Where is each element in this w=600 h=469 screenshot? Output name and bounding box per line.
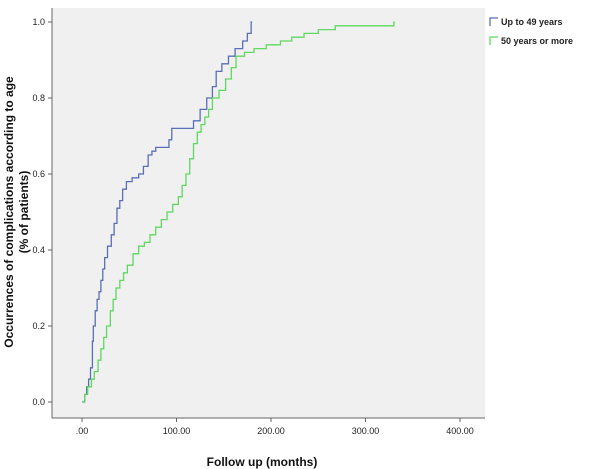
x-tick-label: 300.00 <box>352 426 380 436</box>
x-axis-title: Follow up (months) <box>207 455 318 469</box>
legend-swatch <box>489 17 498 26</box>
y-tick-label: 0.4 <box>32 245 45 255</box>
x-axis: .00 100.00 200.00 300.00 400.00 <box>52 417 485 436</box>
plot-area <box>52 8 485 418</box>
series-line-50-or-more <box>82 21 395 403</box>
x-tick-label: 200.00 <box>257 426 285 436</box>
legend-label: 50 years or more <box>501 36 573 46</box>
legend-label: Up to 49 years <box>501 17 563 27</box>
y-tick-label: 1.0 <box>32 17 45 27</box>
y-axis-title-line1: Occurrences of complications according t… <box>2 76 16 348</box>
y-axis: 0.0 0.2 0.4 0.6 0.8 1.0 <box>32 8 53 418</box>
x-tick-label: .00 <box>76 426 89 436</box>
y-tick-label: 0.8 <box>32 93 45 103</box>
x-tick-label: 100.00 <box>163 426 191 436</box>
x-tick-label: 400.00 <box>446 426 474 436</box>
legend-swatch <box>489 36 498 45</box>
series-layer <box>82 21 395 403</box>
legend: Up to 49 years 50 years or more <box>489 17 573 46</box>
y-tick-label: 0.0 <box>32 397 45 407</box>
series-line-up-to-49 <box>82 21 253 403</box>
y-tick-label: 0.2 <box>32 321 45 331</box>
y-tick-label: 0.6 <box>32 169 45 179</box>
y-axis-title-line2: (% of patients) <box>17 171 31 254</box>
